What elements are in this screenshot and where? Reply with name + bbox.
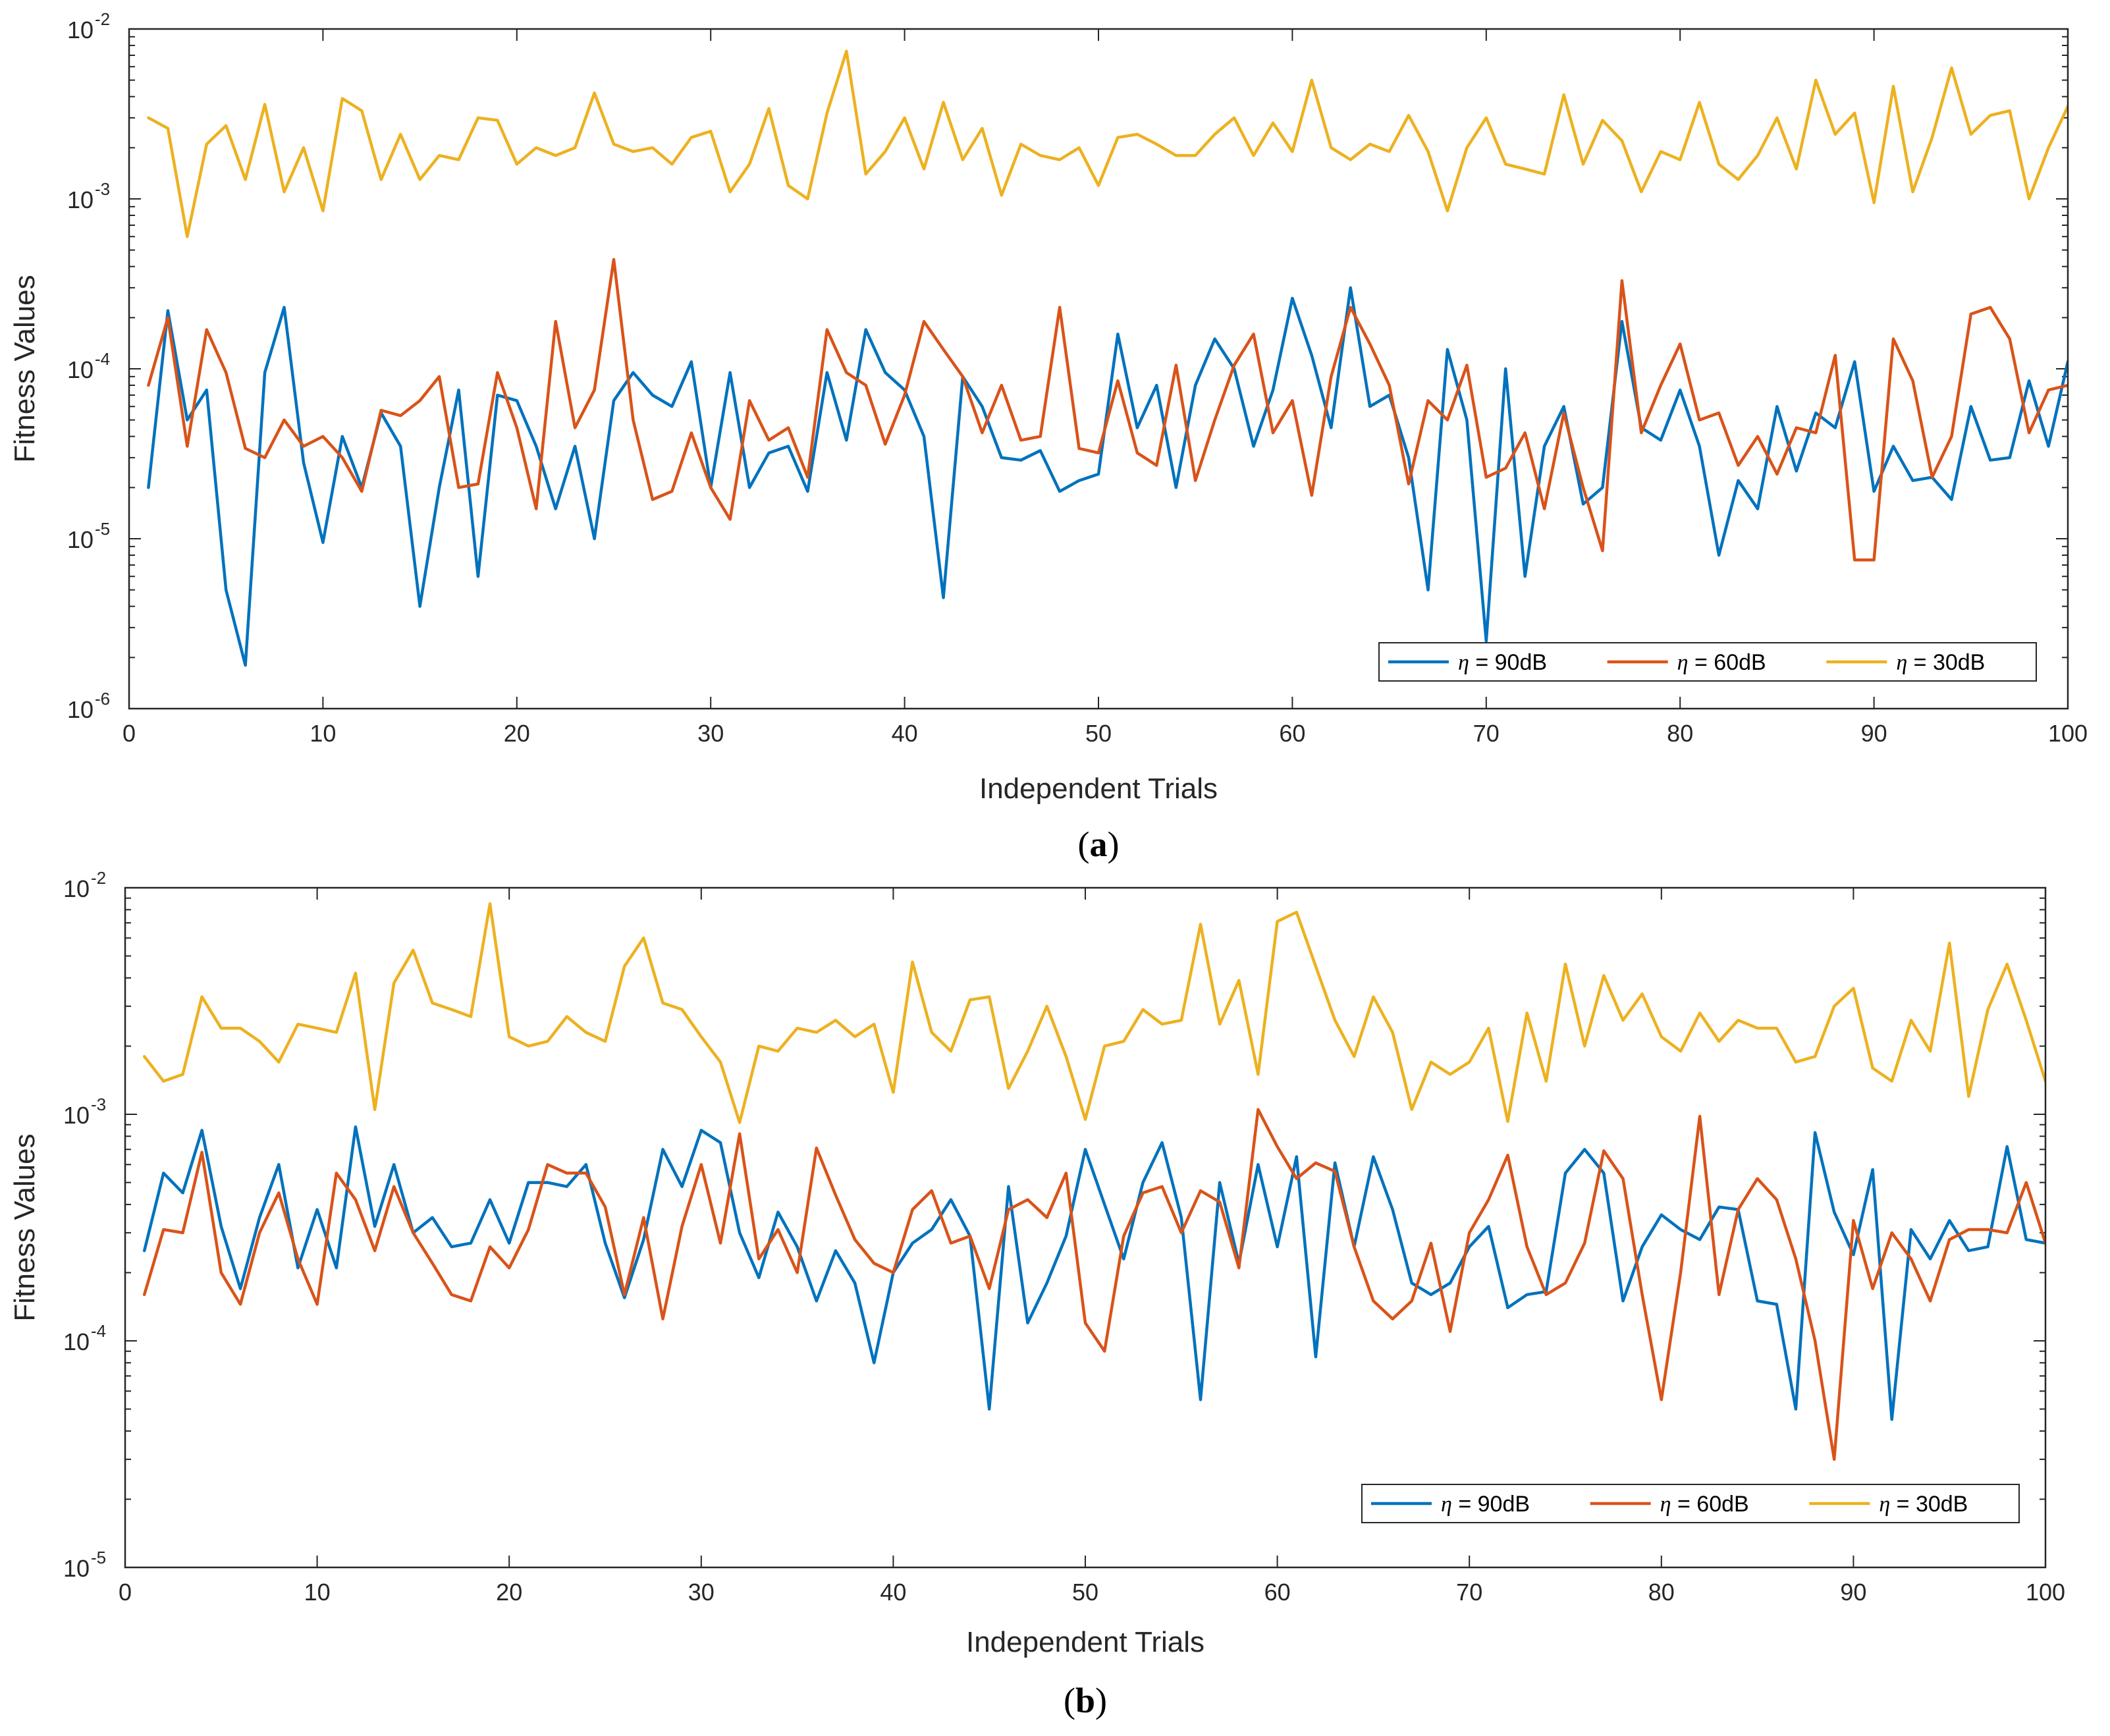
legend-symbol: η: [1677, 651, 1689, 675]
series-line-30db: [142, 902, 2045, 1124]
x-tick-label: 60: [1279, 720, 1305, 747]
legend-label: = 60dB: [1671, 1492, 1749, 1517]
y-tick-exponent: -5: [91, 1548, 106, 1567]
legend-box: [1361, 1484, 2020, 1523]
panel-label: (a): [1078, 825, 1120, 864]
x-tick-label: 70: [1456, 1579, 1482, 1606]
x-tick-label: 50: [1085, 720, 1112, 747]
legend-symbol: η: [1660, 1492, 1671, 1517]
series-line-30db: [147, 49, 2068, 238]
series-line-90db: [147, 286, 2068, 667]
x-tick-label: 20: [496, 1579, 522, 1606]
x-tick-label: 60: [1264, 1579, 1291, 1606]
plot-area: [125, 888, 2045, 1567]
plot-area: [129, 29, 2068, 709]
series-line-60db: [142, 1108, 2045, 1461]
x-tick-label: 40: [892, 720, 918, 747]
y-tick-label: 10: [63, 1328, 90, 1355]
axes-box: [124, 886, 2047, 1569]
y-tick-label: 10: [67, 186, 94, 213]
legend-label: = 90dB: [1469, 650, 1547, 675]
y-tick-exponent: -6: [95, 689, 110, 709]
y-tick-label: 10: [67, 526, 94, 553]
y-tick-exponent: -4: [95, 349, 110, 369]
legend-entry: η = 30dB: [1879, 1492, 1968, 1517]
x-axis-label: Independent Trials: [966, 1626, 1204, 1658]
legend-entry: η = 60dB: [1660, 1492, 1749, 1517]
x-tick-label: 0: [119, 1579, 132, 1606]
chart-panel-a: 0 10 20 30 40 50 60 70 80 90 10010-610-510-410-310…: [9, 9, 2088, 864]
y-tick-exponent: -4: [91, 1321, 106, 1341]
y-tick-exponent: -2: [91, 868, 106, 888]
legend-symbol: η: [1896, 651, 1907, 675]
x-tick-label: 10: [310, 720, 336, 747]
x-axis-label: Independent Trials: [979, 773, 1218, 805]
legend: η = 90dB η = 60dB η = 30dB: [1361, 1484, 2020, 1523]
y-tick-exponent: -3: [91, 1095, 106, 1114]
legend-entry: η = 60dB: [1677, 650, 1766, 675]
y-axis-label: Fitness Values: [9, 275, 41, 462]
legend-entry: η = 90dB: [1441, 1492, 1530, 1517]
legend-label: = 30dB: [1907, 650, 1985, 675]
legend-box: [1378, 642, 2037, 682]
legend-entry: η = 30dB: [1896, 650, 1985, 675]
x-tick-label: 30: [697, 720, 724, 747]
y-tick-label: 10: [63, 875, 90, 902]
x-tick-label: 0: [122, 720, 136, 747]
y-axis-label: Fitness Values: [9, 1133, 41, 1321]
legend: η = 90dB η = 60dB η = 30dB: [1378, 642, 2037, 682]
x-tick-label: 40: [880, 1579, 906, 1606]
legend-label: = 90dB: [1452, 1492, 1530, 1517]
legend-symbol: η: [1441, 1492, 1452, 1517]
y-tick-exponent: -5: [95, 519, 110, 539]
x-tick-label: 80: [1667, 720, 1693, 747]
series-line-90db: [142, 1125, 2045, 1421]
panel-label: (b): [1064, 1681, 1107, 1720]
x-tick-label: 70: [1473, 720, 1500, 747]
axes-box: [128, 28, 2069, 710]
y-tick-label: 10: [67, 16, 94, 43]
y-tick-exponent: -2: [95, 9, 110, 29]
y-minor-ticks: [125, 897, 2045, 1500]
y-tick-exponent: -3: [95, 179, 110, 199]
x-tick-label: 100: [2048, 720, 2088, 747]
x-tick-label: 100: [2026, 1579, 2065, 1606]
series-line-60db: [147, 258, 2068, 562]
legend-symbol: η: [1458, 651, 1469, 675]
series-lines: [147, 49, 2068, 667]
x-tick-label: 20: [504, 720, 530, 747]
x-tick-label: 30: [688, 1579, 715, 1606]
series-lines: [142, 902, 2045, 1461]
x-tick-label: 90: [1861, 720, 1887, 747]
legend-label: = 30dB: [1890, 1492, 1968, 1517]
y-tick-label: 10: [63, 1555, 90, 1582]
y-minor-ticks: [129, 36, 2068, 659]
legend-label: = 60dB: [1689, 650, 1766, 675]
x-tick-label: 50: [1072, 1579, 1098, 1606]
y-tick-label: 10: [67, 696, 94, 723]
x-tick-label: 80: [1648, 1579, 1675, 1606]
y-tick-label: 10: [67, 356, 94, 383]
y-tick-label: 10: [63, 1102, 90, 1129]
legend-symbol: η: [1879, 1492, 1890, 1517]
legend-entry: η = 90dB: [1458, 650, 1547, 675]
x-tick-label: 90: [1840, 1579, 1866, 1606]
x-tick-label: 10: [304, 1579, 331, 1606]
